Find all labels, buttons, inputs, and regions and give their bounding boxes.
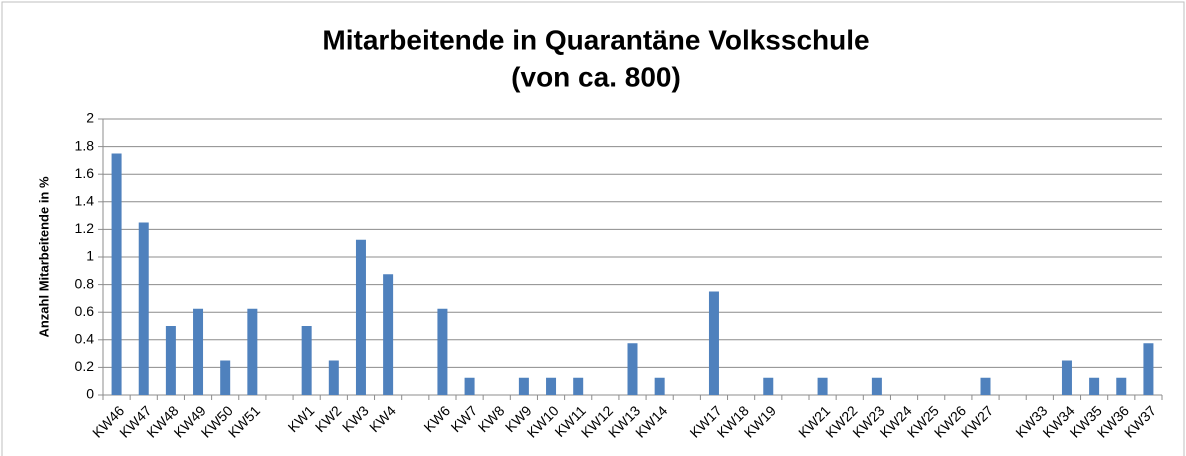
bar: [138, 222, 149, 395]
y-tick-label: 1.2: [75, 220, 95, 236]
bar: [573, 377, 584, 395]
bar: [763, 377, 774, 395]
y-tick-label: 2: [86, 110, 94, 126]
bar: [355, 239, 366, 395]
chart-title: Mitarbeitende in Quarantäne Volksschule: [322, 24, 869, 55]
bar: [654, 377, 665, 395]
bar: [518, 377, 529, 395]
bar: [247, 308, 258, 395]
y-tick-label: 0.2: [75, 358, 95, 374]
y-tick-label: 0.6: [75, 303, 95, 319]
bar: [1143, 343, 1154, 395]
bar: [1116, 377, 1127, 395]
bar: [328, 360, 339, 395]
y-tick-label: 0.4: [75, 331, 95, 347]
bar: [817, 377, 828, 395]
y-axis-label: Anzahl Mitarbeitende in %: [36, 176, 51, 338]
y-tick-label: 0.8: [75, 275, 95, 291]
bar: [546, 377, 557, 395]
bar: [1089, 377, 1100, 395]
bar: [111, 153, 122, 395]
y-tick-label: 1.4: [75, 193, 95, 209]
chart-title: (von ca. 800): [511, 61, 681, 92]
bar: [437, 308, 448, 395]
bar: [708, 291, 719, 395]
bar: [1061, 360, 1072, 395]
bar: [220, 360, 231, 395]
bar: [301, 326, 312, 395]
y-tick-label: 1.6: [75, 165, 95, 181]
bar: [165, 326, 176, 395]
y-tick-label: 0: [86, 386, 94, 402]
bar: [464, 377, 475, 395]
y-tick-label: 1.8: [75, 137, 95, 153]
bar: [871, 377, 882, 395]
bar: [627, 343, 638, 395]
y-tick-label: 1: [86, 248, 94, 264]
bar: [383, 274, 394, 395]
bar: [193, 308, 204, 395]
bar: [980, 377, 991, 395]
